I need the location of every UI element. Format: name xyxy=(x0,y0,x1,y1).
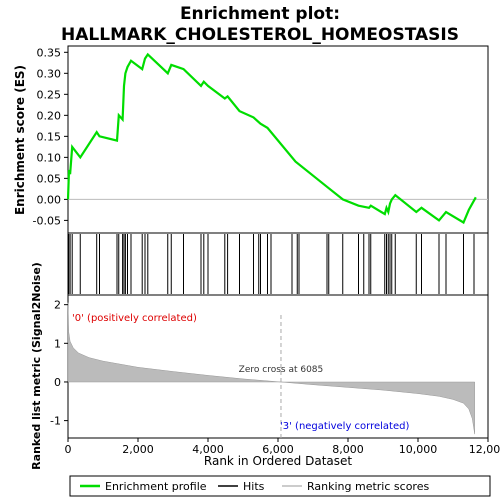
metric-y-axis: 2 1 0 -1 xyxy=(50,299,68,428)
x-tick-label: 12,000 xyxy=(469,443,500,456)
es-y-tick-label: 0.35 xyxy=(37,46,62,59)
es-y-tick-label: -0.05 xyxy=(33,214,61,227)
x-axis-label: Rank in Ordered Dataset xyxy=(204,454,352,468)
es-y-tick-label: 0.05 xyxy=(37,172,62,185)
es-y-tick-label: 0.00 xyxy=(37,193,62,206)
x-tick-label: 0 xyxy=(65,443,72,456)
chart-subtitle: HALLMARK_CHOLESTEROL_HOMEOSTASIS xyxy=(61,25,459,45)
negative-correlation-label: '3' (negatively correlated) xyxy=(280,421,409,432)
legend-entry-label: Hits xyxy=(243,480,265,493)
legend: Enrichment profile Hits Ranking metric sco… xyxy=(80,480,429,493)
metric-y-tick-label: 2 xyxy=(54,299,61,312)
metric-y-tick-label: 0 xyxy=(54,376,61,389)
es-y-tick-label: 0.25 xyxy=(37,88,62,101)
x-tick-label: 2,000 xyxy=(122,443,154,456)
es-y-tick-label: 0.15 xyxy=(37,130,62,143)
metric-y-tick-label: -1 xyxy=(50,415,61,428)
es-y-axis: 0.35 0.30 0.25 0.20 0.15 0.10 0.05 0.00 -0.05 xyxy=(33,46,68,227)
legend-entry-label: Enrichment profile xyxy=(105,480,207,493)
x-tick-label: 10,000 xyxy=(399,443,438,456)
legend-entry-label: Ranking metric scores xyxy=(307,480,429,493)
zero-cross-label: Zero cross at 6085 xyxy=(239,365,324,375)
es-y-tick-label: 0.20 xyxy=(37,109,62,122)
es-y-tick-label: 0.10 xyxy=(37,151,62,164)
es-y-tick-label: 0.30 xyxy=(37,67,62,80)
metric-y-tick-label: 1 xyxy=(54,337,61,350)
positive-correlation-label: '0' (positively correlated) xyxy=(72,313,197,324)
metric-y-axis-label: Ranked list metric (Signal2Noise) xyxy=(30,262,43,470)
es-y-axis-label: Enrichment score (ES) xyxy=(13,65,27,215)
chart-title: Enrichment plot: xyxy=(180,4,340,24)
